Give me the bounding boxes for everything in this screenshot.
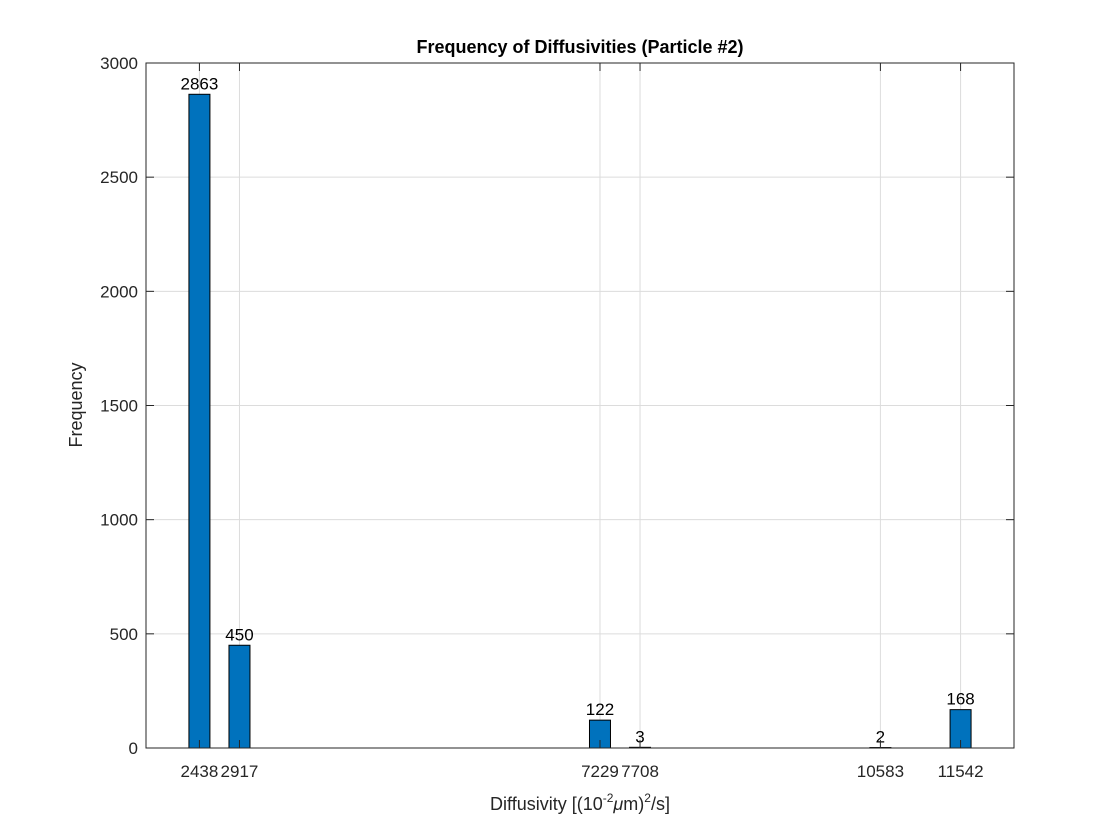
y-tick-label: 2000 — [100, 282, 138, 301]
x-axis-label: Diffusivity [(10-2μm)2/s] — [490, 791, 670, 814]
y-tick-label: 500 — [110, 625, 138, 644]
bar-value-label: 168 — [946, 690, 974, 709]
data-labels-layer: 2863 450 122 3 2 168 — [181, 74, 975, 746]
plot-frame — [145, 62, 1015, 749]
bar-value-label: 2 — [876, 728, 885, 747]
y-tick-label: 1500 — [100, 397, 138, 416]
bar-value-label: 2863 — [181, 74, 219, 93]
y-tick-label: 1000 — [100, 511, 138, 530]
x-tick-label: 7229 — [581, 762, 619, 781]
x-tick-label: 2438 — [181, 762, 219, 781]
y-tick-label: 2500 — [100, 168, 138, 187]
y-tick-label: 3000 — [100, 54, 138, 73]
bar — [228, 644, 251, 749]
x-tick-label: 11542 — [938, 762, 984, 781]
bar-value-label: 3 — [635, 727, 644, 746]
grid-layer — [146, 63, 1014, 748]
x-tick-label: 10583 — [857, 762, 904, 781]
bar-value-label: 450 — [225, 625, 253, 644]
bar — [188, 93, 211, 749]
x-tick-label: 7708 — [621, 762, 659, 781]
chart-title: Frequency of Diffusivities (Particle #2) — [416, 37, 743, 57]
bar-value-label: 122 — [586, 700, 614, 719]
bars-layer — [188, 93, 972, 749]
y-axis-label: Frequency — [66, 362, 86, 447]
x-tick-label: 2917 — [221, 762, 259, 781]
y-tick-label: 0 — [129, 739, 138, 758]
